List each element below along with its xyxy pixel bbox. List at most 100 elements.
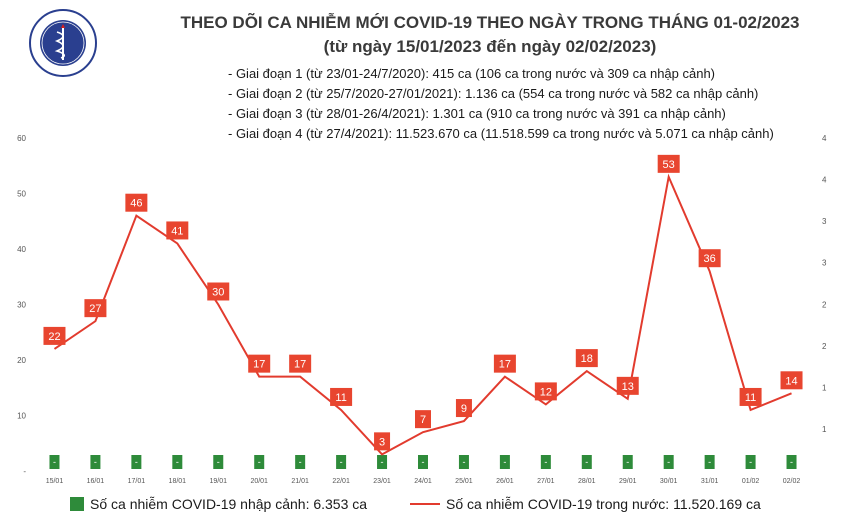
x-tick-label: 26/01 <box>496 478 514 485</box>
data-label-bg <box>780 371 803 390</box>
y-left-tick-label: 60 <box>17 134 26 143</box>
x-tick-label: 19/01 <box>209 478 227 485</box>
data-label: 22 <box>48 331 60 343</box>
y-left-tick-label: - <box>23 467 26 476</box>
bar-label: - <box>503 457 506 467</box>
caduceus-icon <box>54 24 65 60</box>
bar-label: - <box>749 457 752 467</box>
bar-imported-26/01 <box>499 455 510 469</box>
data-label-bg <box>698 249 721 268</box>
bar-imported-29/01 <box>622 455 633 469</box>
x-tick-label: 02/02 <box>783 478 801 485</box>
legend-imported-label: Số ca nhiễm COVID-19 nhập cảnh: 6.353 ca <box>90 496 368 512</box>
y-left-tick-label: 40 <box>17 245 26 254</box>
data-label-bg <box>125 193 148 212</box>
data-label: 36 <box>704 253 716 265</box>
y-right-tick-label: 2 <box>822 342 827 351</box>
x-tick-label: 28/01 <box>578 478 596 485</box>
x-tick-label: 31/01 <box>701 478 719 485</box>
y-right-tick-label: 4 <box>822 176 827 185</box>
data-label: 17 <box>253 359 265 371</box>
x-tick-label: 24/01 <box>414 478 432 485</box>
bar-imported-24/01 <box>418 455 428 469</box>
data-label: 7 <box>420 414 426 426</box>
bar-imported-01/02 <box>745 455 756 469</box>
bar-imported-28/01 <box>581 455 592 469</box>
bar-label: - <box>667 457 670 467</box>
y-right-tick-label: 3 <box>822 217 827 226</box>
bar-label: - <box>176 457 179 467</box>
x-tick-label: 16/01 <box>87 478 105 485</box>
x-tick-label: 29/01 <box>619 478 637 485</box>
legend-domestic: Số ca nhiễm COVID-19 trong nước: 11.520.… <box>410 496 761 512</box>
data-label: 11 <box>335 392 346 404</box>
bar-label: - <box>217 457 220 467</box>
bar-imported-15/01 <box>49 455 60 469</box>
bar-label: - <box>258 457 261 467</box>
legend-imported: Số ca nhiễm COVID-19 nhập cảnh: 6.353 ca <box>70 496 367 512</box>
bar-imported-16/01 <box>90 455 101 469</box>
chart-subtitle: (từ ngày 15/01/2023 đến ngày 02/02/2023) <box>323 37 657 56</box>
data-label-bg <box>374 432 391 451</box>
data-label: 12 <box>540 386 552 398</box>
data-label: 17 <box>294 359 306 371</box>
data-label-bg <box>289 354 312 373</box>
x-tick-label: 17/01 <box>128 478 146 485</box>
data-label: 27 <box>89 303 101 315</box>
bar-label: - <box>462 457 465 467</box>
data-label-bg <box>84 299 107 318</box>
data-label-bg <box>207 282 230 301</box>
legend-line-swatch <box>410 503 440 505</box>
bar-imported-23/01 <box>377 455 388 469</box>
y-right-tick-label: 3 <box>822 259 827 268</box>
bar-imported-18/01 <box>172 455 183 469</box>
chart-title: THEO DÕI CA NHIỄM MỚI COVID-19 THEO NGÀY… <box>180 13 800 32</box>
x-tick-label: 25/01 <box>455 478 473 485</box>
note-phase-1: - Giai đoạn 1 (từ 23/01-24/7/2020): 415 … <box>228 66 716 81</box>
y-right-tick-label: 1 <box>822 425 827 434</box>
data-label-bg <box>166 221 189 240</box>
data-label-bg <box>493 354 516 373</box>
note-phase-4: - Giai đoạn 4 (từ 27/4/2021): 11.523.670… <box>228 126 774 141</box>
bar-imported-21/01 <box>295 455 306 469</box>
data-label: 11 <box>745 392 756 404</box>
bar-imported-25/01 <box>458 455 469 469</box>
data-label: 46 <box>130 198 142 210</box>
bar-imported-22/01 <box>336 455 347 469</box>
data-label-bg <box>657 154 680 173</box>
y-left-tick-label: 20 <box>17 356 26 365</box>
y-left-tick-label: 30 <box>17 301 26 310</box>
bar-imported-02/02 <box>786 455 797 469</box>
x-tick-label: 30/01 <box>660 478 678 485</box>
bar-imported-20/01 <box>254 455 265 469</box>
data-label: 30 <box>212 287 224 299</box>
x-tick-label: 18/01 <box>169 478 187 485</box>
bar-imported-17/01 <box>131 455 142 469</box>
bar-label: - <box>708 457 711 467</box>
bar-label: - <box>544 457 547 467</box>
ministry-of-health-logo <box>29 9 97 77</box>
data-label-bg <box>739 387 762 406</box>
bar-label: - <box>299 457 302 467</box>
bar-label: - <box>53 457 56 467</box>
line-domestic-cases <box>53 173 792 456</box>
x-tick-label: 23/01 <box>373 478 391 485</box>
legend-domestic-label: Số ca nhiễm COVID-19 trong nước: 11.520.… <box>446 496 761 512</box>
bar-imported-27/01 <box>540 455 551 469</box>
data-label-bg <box>415 410 431 429</box>
bar-label: - <box>381 457 384 467</box>
y-left-tick-label: 10 <box>17 412 26 421</box>
bar-label: - <box>626 457 629 467</box>
x-tick-label: 27/01 <box>537 478 555 485</box>
note-phase-2: - Giai đoạn 2 (từ 25/7/2020-27/01/2021):… <box>228 86 759 101</box>
data-label: 14 <box>785 375 797 387</box>
bar-label: - <box>94 457 97 467</box>
bar-label: - <box>340 457 343 467</box>
data-label-bg <box>455 399 472 418</box>
bar-imported-31/01 <box>704 455 715 469</box>
data-label-bg <box>616 376 639 395</box>
x-tick-label: 20/01 <box>250 478 268 485</box>
data-label: 13 <box>622 381 634 393</box>
data-label: 18 <box>581 353 593 365</box>
